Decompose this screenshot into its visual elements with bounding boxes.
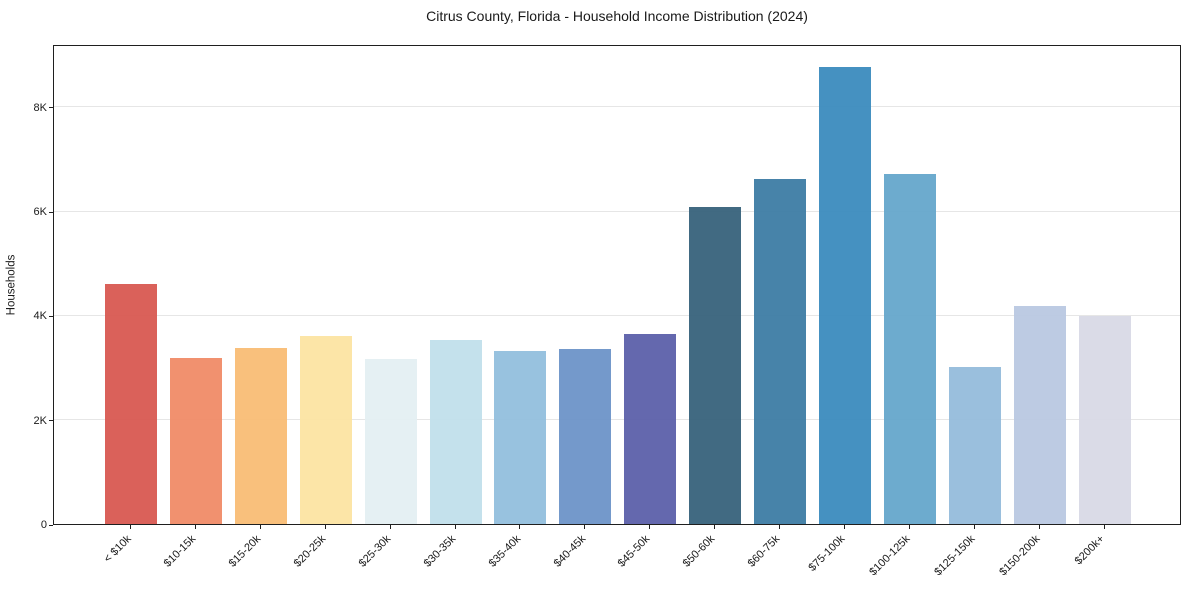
gridline [54, 210, 1180, 212]
y-axis-label: Households [5, 254, 18, 316]
y-tick-label: 8K [33, 101, 47, 114]
x-tick-label: $10-15k [161, 533, 199, 570]
chart-title: Citrus County, Florida - Household Incom… [426, 8, 808, 24]
bars-layer [54, 46, 1180, 524]
x-tick-label: $100-125k [867, 533, 913, 579]
y-axis-label-wrap: Households [2, 45, 20, 525]
x-tick-mark [1038, 525, 1040, 529]
bar-10k [105, 283, 157, 524]
bar-150-200k [1013, 305, 1066, 524]
x-tick-mark [1103, 525, 1105, 529]
x-tick-label: $125-150k [931, 533, 978, 579]
x-tick-mark [389, 525, 391, 529]
x-tick-label: $30-35k [421, 533, 458, 570]
x-tick-label: $40-45k [551, 533, 588, 570]
x-tick-mark [454, 525, 456, 529]
x-tick-mark [714, 525, 716, 529]
bar-125-150k [948, 367, 1001, 524]
x-tick-mark [259, 525, 261, 529]
plot-area [53, 45, 1181, 525]
x-tick-mark [130, 525, 131, 529]
x-tick-mark [843, 525, 845, 529]
bar-30-35k [429, 340, 482, 524]
bar-45-50k [624, 334, 677, 524]
x-tick-label: $20-25k [291, 533, 329, 570]
gridlines-layer [54, 46, 1180, 524]
bar-25-30k [364, 358, 417, 524]
bar-10-15k [169, 358, 222, 524]
bar-200k [1078, 315, 1131, 524]
bar-75-100k [818, 66, 871, 524]
y-tick-label: 6K [33, 206, 47, 219]
x-tick-label: $50-60k [680, 533, 718, 570]
gridline [54, 419, 1180, 421]
x-tick-label: $25-30k [356, 533, 394, 570]
x-tick-mark [973, 525, 975, 529]
x-tick-label: < $10k [101, 533, 134, 566]
x-tick-label: $150-200k [996, 533, 1043, 579]
y-tick-label: 4K [33, 310, 47, 323]
x-tick-label: $60-75k [745, 533, 783, 570]
x-tick-label: $15-20k [226, 533, 264, 570]
gridline [54, 106, 1180, 108]
x-tick-label: $75-100k [806, 533, 848, 574]
y-tick-mark [49, 315, 53, 317]
bar-35-40k [494, 350, 547, 524]
y-tick-mark [49, 107, 53, 109]
x-tick-mark [908, 525, 910, 529]
x-tick-label: $200k+ [1072, 533, 1107, 568]
bar-50-60k [689, 207, 742, 524]
bar-15-20k [234, 347, 287, 524]
x-tick-mark [649, 525, 651, 529]
y-tick-mark [49, 211, 53, 213]
x-tick-mark [779, 525, 780, 529]
x-tick-mark [194, 525, 196, 529]
y-tick-label: 2K [33, 414, 47, 427]
gridline [54, 315, 1180, 316]
bar-60-75k [754, 179, 806, 524]
x-tick-label: $45-50k [616, 533, 653, 570]
y-tick-label: 0 [40, 519, 47, 531]
y-tick-mark [49, 524, 53, 526]
x-tick-label: $35-40k [486, 533, 523, 570]
bar-40-45k [559, 348, 612, 524]
bar-20-25k [299, 335, 352, 524]
x-tick-mark [324, 525, 326, 529]
x-tick-mark [584, 525, 586, 529]
y-tick-mark [49, 420, 53, 422]
bar-100-125k [883, 174, 936, 524]
x-tick-mark [519, 525, 521, 529]
